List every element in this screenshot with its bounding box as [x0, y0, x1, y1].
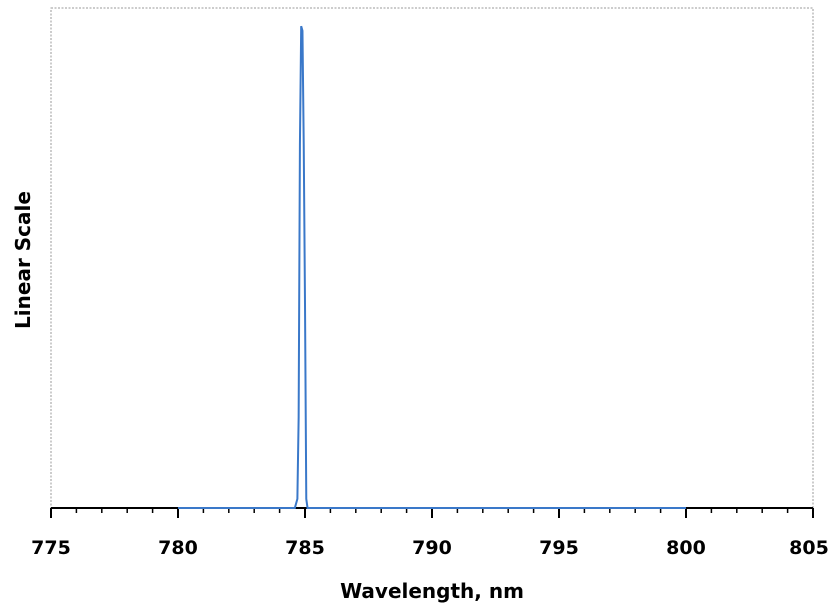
y-axis-title: Linear Scale	[11, 191, 35, 329]
x-tick-labels: 775 780 785 790 795 800 805	[31, 537, 829, 559]
x-tick-label: 805	[789, 537, 829, 559]
series-group	[178, 25, 686, 509]
series-line	[178, 25, 686, 509]
x-tick-label: 785	[285, 537, 325, 559]
x-tick-label: 800	[666, 537, 706, 559]
plot-frame	[50, 7, 814, 509]
x-axis-title: Wavelength, nm	[340, 579, 524, 603]
x-tick-label: 780	[158, 537, 198, 559]
x-tick-label: 795	[539, 537, 579, 559]
x-tick-label: 790	[412, 537, 452, 559]
x-tick-label: 775	[31, 537, 71, 559]
x-major-ticks	[50, 508, 814, 518]
